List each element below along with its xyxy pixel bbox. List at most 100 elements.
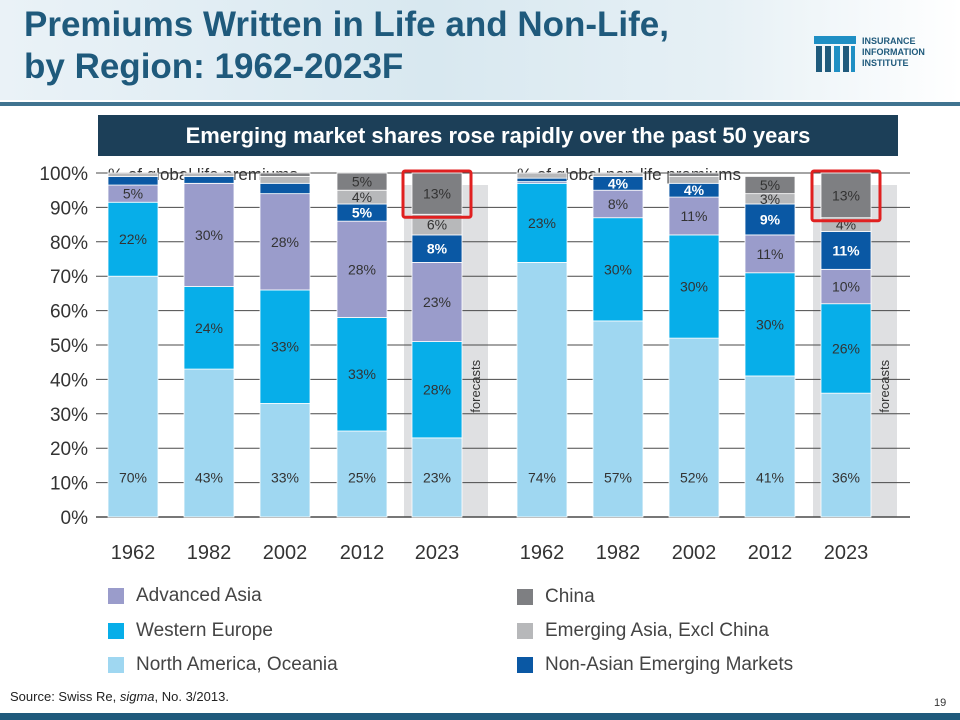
data-label-p1-2002-s1: 33% bbox=[271, 339, 299, 355]
bar-p1-1962-s3 bbox=[107, 176, 159, 186]
bar-p2-2023-s5 bbox=[820, 172, 872, 219]
stacked-bar-chart: 0%10%20%30%40%50%60%70%80%90%100%% of gl… bbox=[39, 164, 910, 564]
y-tick-label-3: 30% bbox=[50, 405, 88, 426]
y-tick-label-6: 60% bbox=[50, 302, 88, 323]
bar-p1-1962-s0 bbox=[107, 275, 159, 518]
data-label-p2-2023-s2: 10% bbox=[832, 279, 860, 295]
data-label-p1-2012-s5: 5% bbox=[352, 174, 372, 190]
bar-p1-1962-s4 bbox=[107, 172, 159, 177]
data-label-p2-2002-s2: 11% bbox=[681, 208, 708, 224]
bar-p1-2002-s3 bbox=[259, 182, 311, 195]
data-label-p1-2023-s1: 28% bbox=[423, 382, 451, 398]
page-number: 19 bbox=[934, 697, 947, 709]
x-tick-label-p2-2002: 2002 bbox=[672, 542, 717, 564]
legend-swatch bbox=[108, 657, 124, 673]
bar-p2-1982-s2 bbox=[592, 189, 644, 219]
data-label-p2-1962-s0: 74% bbox=[528, 470, 556, 486]
x-tick-label-p1-2023: 2023 bbox=[415, 542, 460, 564]
data-label-p1-2012-s0: 25% bbox=[348, 470, 376, 486]
bar-p1-2023-s1 bbox=[411, 341, 463, 439]
bar-p1-2002-s0 bbox=[259, 403, 311, 518]
data-label-p2-2002-s0: 52% bbox=[680, 470, 708, 486]
legend-label: China bbox=[545, 586, 595, 607]
bar-p1-2002-s1 bbox=[259, 289, 311, 404]
data-label-p2-2023-s1: 26% bbox=[832, 340, 860, 356]
data-label-p2-2012-s5: 5% bbox=[760, 177, 780, 193]
legend-label: Western Europe bbox=[136, 620, 273, 641]
iii-logo: INSURANCE INFORMATION INSTITUTE bbox=[814, 34, 954, 74]
forecast-label-panel-1: forecasts bbox=[468, 359, 483, 412]
source-note: Source: Swiss Re, sigma, No. 3/2013. bbox=[10, 689, 229, 704]
data-label-p1-2012-s1: 33% bbox=[348, 366, 376, 382]
y-tick-label-8: 80% bbox=[50, 233, 88, 254]
bar-p2-1962-s1 bbox=[516, 182, 568, 263]
bar-p1-2012-s1 bbox=[336, 317, 388, 432]
legend-label: Emerging Asia, Excl China bbox=[545, 620, 769, 641]
data-label-p1-1982-s0: 43% bbox=[195, 470, 223, 486]
data-label-p2-2023-s5: 13% bbox=[832, 187, 860, 203]
x-tick-label-p1-2012: 2012 bbox=[340, 542, 385, 564]
data-label-p1-1982-s2: 30% bbox=[195, 227, 223, 243]
y-tick-label-9: 90% bbox=[50, 198, 88, 219]
bar-p1-2023-s0 bbox=[411, 437, 463, 518]
header-divider bbox=[0, 102, 960, 106]
bar-p1-2002-s4 bbox=[259, 176, 311, 184]
y-tick-label-4: 40% bbox=[50, 370, 88, 391]
bar-p2-1962-s0 bbox=[516, 262, 568, 518]
footer-bar bbox=[0, 713, 960, 720]
x-tick-label-p2-1982: 1982 bbox=[596, 542, 641, 564]
data-label-p2-2012-s1: 30% bbox=[756, 316, 784, 332]
y-tick-label-1: 10% bbox=[50, 474, 88, 495]
bar-p2-2023-s0 bbox=[820, 392, 872, 518]
slide-title-line-1: Premiums Written in Life and Non-Life, bbox=[24, 5, 669, 44]
bar-p2-1962-s4 bbox=[516, 172, 568, 179]
legend-swatch bbox=[108, 623, 124, 639]
highlight-box-panel-1 bbox=[401, 169, 473, 219]
x-tick-label-p1-1982: 1982 bbox=[187, 542, 232, 564]
bar-p1-1962-s1 bbox=[107, 201, 159, 277]
data-label-p2-2012-s4: 3% bbox=[760, 191, 780, 207]
data-label-p1-2012-s3: 5% bbox=[352, 205, 373, 221]
bar-p2-2012-s0 bbox=[744, 375, 796, 518]
y-tick-label-2: 20% bbox=[50, 439, 88, 460]
bar-p2-2002-s2 bbox=[668, 196, 720, 236]
data-label-p1-2023-s5: 13% bbox=[423, 186, 451, 202]
data-label-p1-2023-s4: 6% bbox=[427, 217, 447, 233]
logo-line-1: INSURANCE bbox=[862, 36, 916, 46]
data-label-p1-2023-s3: 8% bbox=[427, 241, 448, 257]
legend-swatch bbox=[517, 657, 533, 673]
bar-p2-2002-s4 bbox=[668, 176, 720, 184]
data-label-p2-2023-s3: 11% bbox=[832, 242, 860, 258]
data-label-p2-1982-s2: 8% bbox=[608, 196, 628, 212]
logo-line-2: INFORMATION bbox=[862, 47, 925, 57]
bar-p2-2002-s0 bbox=[668, 337, 720, 518]
legend-label: North America, Oceania bbox=[136, 654, 338, 675]
source-suffix: , No. 3/2013. bbox=[154, 689, 229, 704]
bar-p2-1982-s1 bbox=[592, 217, 644, 322]
data-label-p2-2012-s2: 11% bbox=[757, 246, 784, 262]
x-tick-label-p2-1962: 1962 bbox=[520, 542, 565, 564]
y-tick-label-5: 50% bbox=[50, 336, 88, 357]
bar-p2-2023-s3 bbox=[820, 231, 872, 270]
data-label-p2-2023-s4: 4% bbox=[836, 217, 856, 233]
bar-p2-2023-s1 bbox=[820, 303, 872, 394]
iii-logo-text: INSURANCE INFORMATION INSTITUTE bbox=[862, 36, 925, 69]
data-label-p1-1962-s2: 5% bbox=[123, 186, 143, 202]
bar-p1-2002-s2 bbox=[259, 193, 311, 291]
data-label-p2-2023-s0: 36% bbox=[832, 470, 860, 486]
slide-title: Premiums Written in Life and Non-Life, b… bbox=[24, 4, 669, 88]
source-publication: sigma bbox=[119, 689, 155, 704]
bar-p2-1962-s3 bbox=[516, 177, 568, 182]
data-label-p1-1962-s0: 70% bbox=[119, 470, 147, 486]
bar-p1-1982-s3 bbox=[183, 176, 235, 184]
bar-p1-2012-s5 bbox=[336, 172, 388, 191]
bar-p1-1982-s1 bbox=[183, 286, 235, 370]
data-label-p1-2002-s0: 33% bbox=[271, 470, 299, 486]
slide-header: Premiums Written in Life and Non-Life, b… bbox=[0, 0, 960, 100]
data-label-p1-2012-s2: 28% bbox=[348, 261, 376, 277]
bar-p2-2012-s2 bbox=[744, 234, 796, 274]
data-label-p2-1962-s1: 23% bbox=[528, 215, 556, 231]
bar-p1-2023-s2 bbox=[411, 262, 463, 342]
bar-p2-1982-s0 bbox=[592, 320, 644, 518]
data-label-p2-1982-s1: 30% bbox=[604, 261, 632, 277]
